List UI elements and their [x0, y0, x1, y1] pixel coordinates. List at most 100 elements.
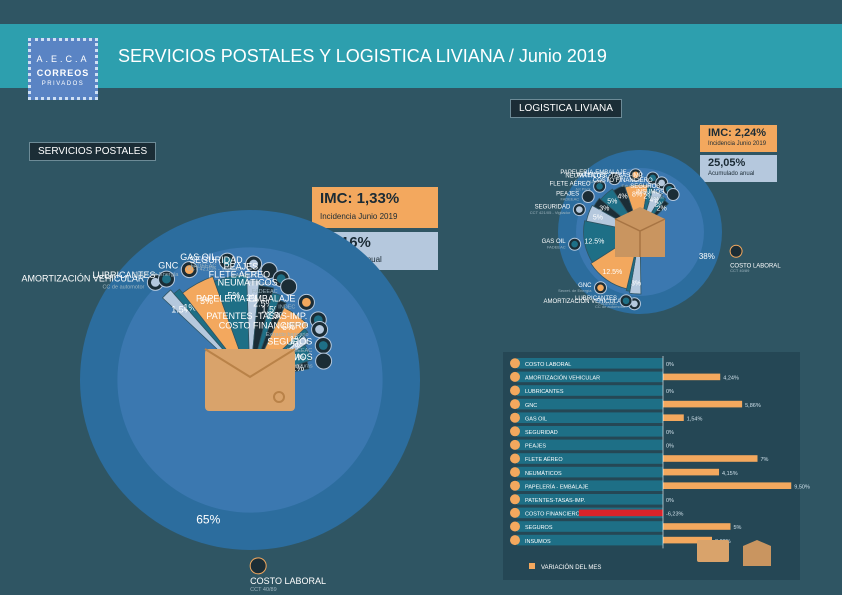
- header-bar: [0, 24, 842, 88]
- category-note-neumaticos: FADEEAC: [252, 289, 278, 295]
- bar-papeleria-embalaje: [663, 482, 792, 489]
- bar-value-gnc: 5,86%: [745, 403, 761, 409]
- category-note-amortizacion-vehicular: CC de automotor: [595, 304, 626, 309]
- category-name-seguros: SEGUROS: [630, 184, 660, 190]
- icon-core: [319, 356, 329, 366]
- category-note-costo-financiero: Extracto bancario: [266, 332, 309, 338]
- category-note-papeleria-embalaje: INDEC: [278, 305, 295, 311]
- icon-core: [597, 284, 604, 292]
- category-name-gnc: GNC: [158, 261, 179, 271]
- category-name-peajes: PEAJES: [224, 262, 259, 272]
- bar-row-bg: [517, 480, 663, 491]
- bar-value-papeleria-embalaje: 9,50%: [794, 484, 810, 490]
- icon-core: [150, 277, 160, 287]
- legend-swatch: [529, 563, 535, 569]
- envelope-flap: [204, 348, 296, 379]
- bar-value-flete-aereo: 7%: [761, 457, 769, 463]
- bar-row-icon: [510, 494, 520, 505]
- bar-value-costo-financiero: -6,23%: [666, 512, 684, 518]
- slice-label-papeleria-embalaje: 8%: [632, 191, 642, 198]
- section-label-postales: SERVICIOS POSTALES: [29, 142, 157, 161]
- icon-core: [302, 297, 311, 307]
- slice-label-seguridad: 5%: [593, 214, 603, 221]
- bar-value-lubricantes: 0%: [666, 389, 674, 395]
- bar-row-bg: [517, 521, 663, 532]
- imc-box-logistica: IMC: 2,24% Incidencia Junio 2019: [700, 125, 777, 152]
- acc-title: 25,05%: [708, 157, 746, 169]
- bar-row-icon: [510, 399, 520, 410]
- category-note-gnc: Secret. de Energía: [132, 272, 179, 278]
- bar-row-icon: [510, 426, 520, 437]
- bar-category-amortizacion-vehicular: AMORTIZACIÓN VEHICULAR: [525, 375, 600, 382]
- box-edges: [614, 218, 666, 257]
- category-note-patentes-tasas-imp: Boletos: [630, 178, 643, 183]
- category-name-flete-aereo: FLETE AÉREO: [550, 180, 591, 187]
- category-name-neumaticos: NEUMÁTICOS: [565, 173, 605, 180]
- slice-label-seguros: 4%: [292, 352, 305, 362]
- slice-label-papeleria-embalaje: 6%: [282, 322, 295, 332]
- icon-core: [571, 240, 578, 248]
- bar-category-flete-aereo: FLETE AÉREO: [525, 456, 563, 463]
- aeca-logo: A.E.C.A CORREOS PRIVADOS: [28, 38, 98, 100]
- icon-core: [669, 191, 677, 198]
- bar-row-icon: [510, 385, 520, 396]
- category-name-amortizacion-vehicular: AMORTIZACIÓN VEHICULAR: [544, 298, 627, 305]
- logo-line-2: CORREOS: [36, 68, 90, 78]
- slice-label-costo-financiero: 2%: [290, 341, 303, 351]
- slice-label-flete-aereo: 5%: [607, 199, 617, 206]
- bar-row-icon: [510, 467, 520, 478]
- bar-row-icon: [510, 358, 520, 369]
- bar-category-gnc: GNC: [525, 403, 537, 409]
- bar-row-bg: [517, 412, 663, 423]
- category-name-peajes: PEAJES: [556, 191, 579, 197]
- slice-label-seguros: 2%: [654, 202, 664, 209]
- category-note-papeleria-embalaje: INDEC: [614, 175, 627, 180]
- pie-chart-postales: 65% 1.5% AMORTIZACIÓN VEHICULAR CC de autom…: [21, 210, 420, 593]
- category-name-insumos: INSUMOS: [636, 190, 664, 196]
- legend-label: VARIACIÓN DEL MES: [541, 564, 601, 571]
- category-note-peajes: FADEEAC: [560, 197, 579, 202]
- icon-core: [162, 274, 171, 284]
- logo-line-1: A.E.C.A: [36, 54, 90, 64]
- page-title: SERVICIOS POSTALES Y LOGISTICA LIVIANA /…: [118, 46, 607, 66]
- pie-slice-papeleria-embalaje: [624, 184, 649, 233]
- bar-row-icon: [510, 480, 520, 491]
- slice-label-flete-aereo: 1.5%: [261, 304, 282, 314]
- slice-label-patentes-tasas-imp: 1%: [290, 334, 303, 344]
- category-note-neumaticos: FADEEAC: [587, 179, 606, 184]
- icon-core: [318, 341, 328, 350]
- bar-category-gas-oil: GAS OIL: [525, 416, 547, 422]
- bar-value-peajes: 0%: [666, 444, 674, 450]
- icon-core: [584, 193, 592, 200]
- envelope-icon: [205, 349, 295, 411]
- category-name-seguros: SEGUROS: [267, 337, 312, 347]
- category-note-seguridad: CCT 421/05 - Vigilador: [530, 210, 571, 215]
- bar-category-seguros: SEGUROS: [525, 525, 553, 531]
- icon-core: [184, 265, 194, 274]
- category-note-peajes: FADEEAC: [232, 273, 258, 279]
- bar-row-bg: [517, 439, 663, 451]
- category-name-costo-financiero: COSTO FINANCIERO: [593, 178, 653, 184]
- bar-value-costo-laboral: 0%: [666, 362, 674, 368]
- category-note-gas-oil: FADEEAC: [191, 263, 217, 269]
- bar-category-neumaticos: NEUMÁTICOS: [525, 470, 562, 477]
- category-name-seguridad: SEGURIDAD: [535, 205, 571, 211]
- category-note-costo-financiero: Extracto bancario: [622, 183, 654, 188]
- icon-core: [658, 179, 665, 187]
- bar-row-bg: [517, 453, 663, 464]
- category-note-gnc: Secret. de Energía: [558, 288, 592, 293]
- category-note-seguros: FADEEAC: [642, 189, 661, 194]
- bar-gas-oil: [663, 414, 684, 421]
- coin-icon: [249, 557, 267, 575]
- coin-icon: [729, 244, 743, 258]
- bar-row-bg: [517, 385, 663, 396]
- bar-row-icon: [510, 412, 520, 423]
- category-note-gas-oil: FADEEAC: [547, 244, 566, 249]
- category-name-gnc: GNC: [578, 283, 592, 289]
- bar-value-gas-oil: 1,54%: [687, 416, 703, 422]
- envelope-icon-small: [697, 540, 729, 562]
- bar-row-icon: [510, 439, 520, 450]
- bar-gnc: [663, 400, 743, 408]
- slice-label-lubricantes: 1%: [183, 302, 196, 312]
